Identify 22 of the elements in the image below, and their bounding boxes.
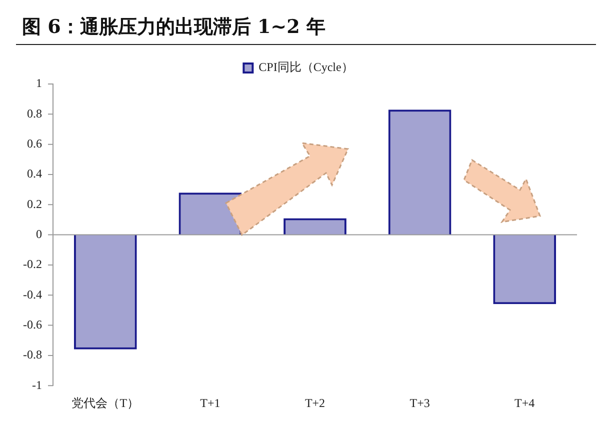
y-tick-label: 0	[36, 226, 42, 241]
y-tick-label: 0.8	[26, 106, 42, 120]
y-tick-label: -0.6	[22, 317, 42, 332]
y-tick-label: -0.8	[22, 348, 42, 362]
bar	[284, 218, 346, 235]
y-tick-label: 0.4	[26, 166, 42, 181]
bar	[493, 234, 556, 304]
y-tick-label: -0.4	[22, 287, 42, 302]
y-tick-label: -0.2	[22, 257, 42, 272]
bar	[388, 110, 452, 235]
chart-title: 图 6：通胀压力的出现滞后 1~2 年	[22, 15, 326, 40]
bar	[74, 234, 137, 350]
y-tick-label: 0.6	[26, 136, 42, 150]
x-tick-label: T+4	[514, 396, 535, 410]
x-tick-label: 党代会（T）	[72, 396, 140, 410]
x-tick-label: T+3	[410, 396, 430, 410]
x-tick-label: T+1	[200, 396, 220, 410]
y-tick-label: 0.2	[26, 196, 42, 211]
y-tick-label: 1	[36, 76, 42, 90]
x-tick-label: T+2	[304, 396, 326, 410]
legend-label: CPI同比（Cycle）	[258, 60, 354, 74]
y-tick-label: -1	[32, 378, 42, 392]
